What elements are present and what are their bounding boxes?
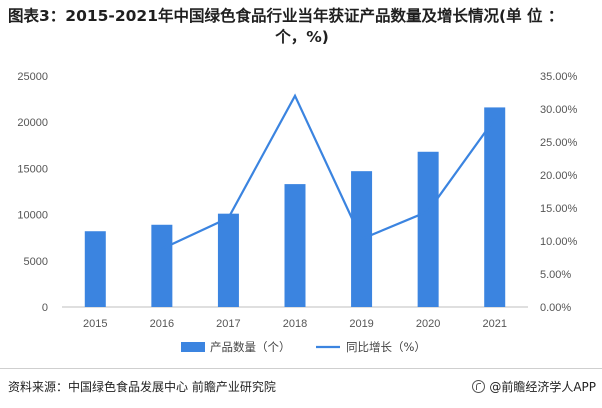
y-right-tick-label: 15.00% xyxy=(540,203,578,215)
footer-divider xyxy=(0,368,602,369)
y-right-tick-label: 30.00% xyxy=(540,104,578,116)
y-right-tick-label: 35.00% xyxy=(540,71,578,83)
legend-bar-swatch xyxy=(181,342,205,352)
x-tick-label: 2015 xyxy=(83,318,107,330)
title-line-1: 图表3：2015-2021年中国绿色食品行业当年获证产品数量及增长情况(单 位 … xyxy=(8,7,564,25)
legend: 产品数量（个） 同比增长（%） xyxy=(181,340,426,354)
y-left-tick-label: 25000 xyxy=(17,71,48,83)
y-right-tick-label: 0.00% xyxy=(540,302,571,314)
y-left-tick-label: 15000 xyxy=(17,163,48,175)
y-left-tick-label: 20000 xyxy=(17,117,48,129)
title-line-2: 个，%) xyxy=(275,28,329,46)
bar xyxy=(484,107,506,307)
line-series xyxy=(161,93,496,250)
legend-bar-label: 产品数量（个） xyxy=(210,340,291,354)
y-left-tick-label: 0 xyxy=(42,302,48,314)
x-tick-label: 2020 xyxy=(416,318,440,330)
axes: 0 5000 10000 15000 20000 25000 0.00% 5.00% 10.00… xyxy=(17,71,577,330)
bar xyxy=(84,231,106,307)
x-tick-label: 2016 xyxy=(150,318,174,330)
bar xyxy=(417,151,439,307)
brand-text: @前瞻经济学人APP xyxy=(489,380,596,394)
x-tick-label: 2021 xyxy=(482,318,506,330)
x-tick-label: 2017 xyxy=(216,318,240,330)
y-left-tick-label: 5000 xyxy=(24,256,48,268)
y-right-tick-label: 10.00% xyxy=(540,236,578,248)
bar xyxy=(284,184,306,307)
legend-line-label: 同比增长（%） xyxy=(346,340,426,354)
y-right-tick-label: 25.00% xyxy=(540,137,578,149)
y-right-tick-label: 5.00% xyxy=(540,269,571,281)
bar-series xyxy=(84,107,506,307)
growth-line xyxy=(161,93,496,250)
brand-logo-icon xyxy=(472,380,486,393)
bar xyxy=(151,224,173,307)
bar xyxy=(217,213,239,307)
chart-title: 图表3：2015-2021年中国绿色食品行业当年获证产品数量及增长情况(单 位 … xyxy=(8,6,596,48)
y-right-tick-label: 20.00% xyxy=(540,170,578,182)
x-tick-label: 2018 xyxy=(283,318,307,330)
source-note: 资料来源：中国绿色食品发展中心 前瞻产业研究院 xyxy=(8,380,276,394)
brand-credit: @前瞻经济学人APP xyxy=(472,378,596,395)
y-left-tick-label: 10000 xyxy=(17,210,48,222)
x-tick-label: 2019 xyxy=(349,318,373,330)
chart-area: 0 5000 10000 15000 20000 25000 0.00% 5.00% 10.00… xyxy=(17,71,577,354)
